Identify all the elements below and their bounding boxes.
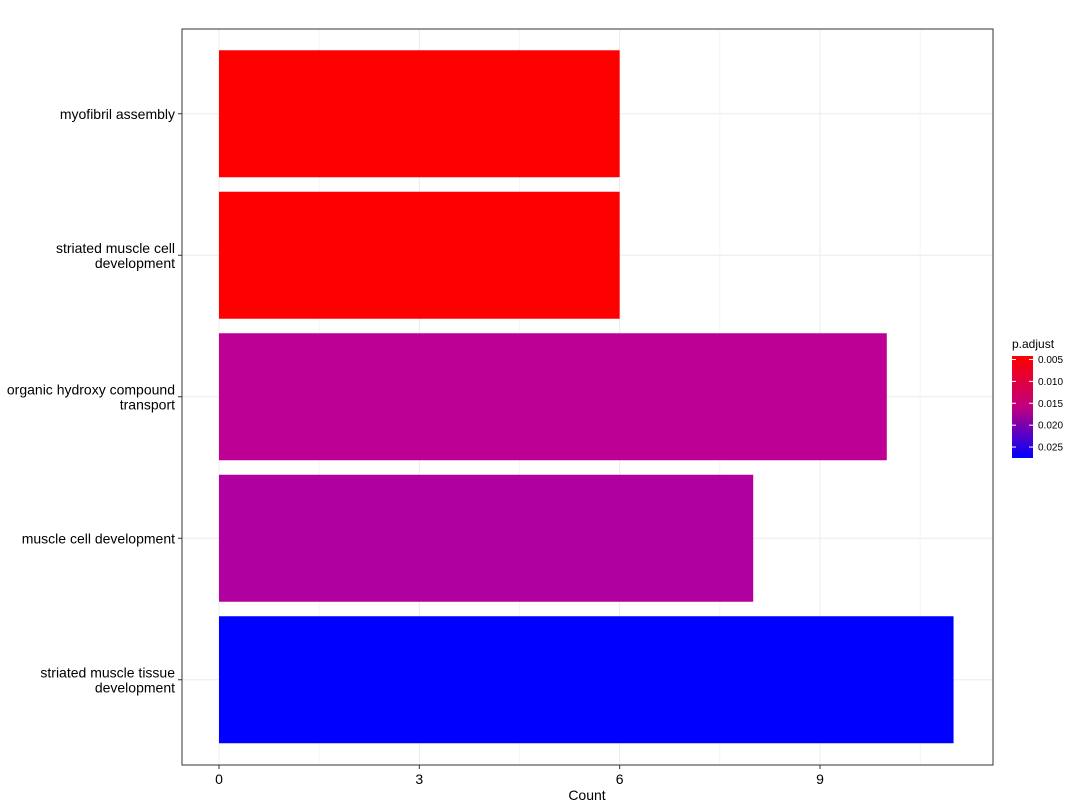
x-tick-label: 6 (616, 771, 624, 787)
legend-tick-label: 0.020 (1038, 421, 1063, 432)
x-tick-label: 0 (215, 771, 223, 787)
y-tick-label: muscle cell development (22, 530, 175, 546)
legend-title: p.adjust (1012, 337, 1055, 351)
legend: p.adjust 0.005 0.010 0.015 0.020 0.025 (1012, 337, 1063, 458)
legend-tick-label: 0.025 (1038, 443, 1063, 454)
x-tick-label: 3 (415, 771, 423, 787)
legend-tick-label: 0.010 (1038, 377, 1063, 388)
legend-tick-label: 0.015 (1038, 399, 1063, 410)
bar-3 (219, 333, 887, 461)
y-tick-label: striated muscle cell (56, 240, 175, 256)
x-tick-label: 9 (816, 771, 824, 787)
x-axis: 0 3 6 9 (215, 765, 824, 787)
bar-4 (219, 474, 754, 602)
legend-tick-label: 0.005 (1038, 355, 1063, 366)
bar-1 (219, 50, 620, 178)
y-tick-label: myofibril assembly (60, 106, 175, 122)
bar-5 (219, 616, 954, 744)
y-tick-label: organic hydroxy compound (7, 381, 175, 397)
y-tick-label: transport (120, 396, 175, 412)
y-tick-label: development (95, 255, 175, 271)
legend-ticks: 0.005 0.010 0.015 0.020 0.025 (1012, 355, 1063, 454)
y-tick-label: development (95, 679, 175, 695)
bars (219, 50, 954, 744)
y-tick-label: striated muscle tissue (40, 664, 175, 680)
x-axis-title: Count (568, 787, 605, 803)
bar-2 (219, 191, 620, 319)
legend-colorbar (1012, 356, 1033, 458)
